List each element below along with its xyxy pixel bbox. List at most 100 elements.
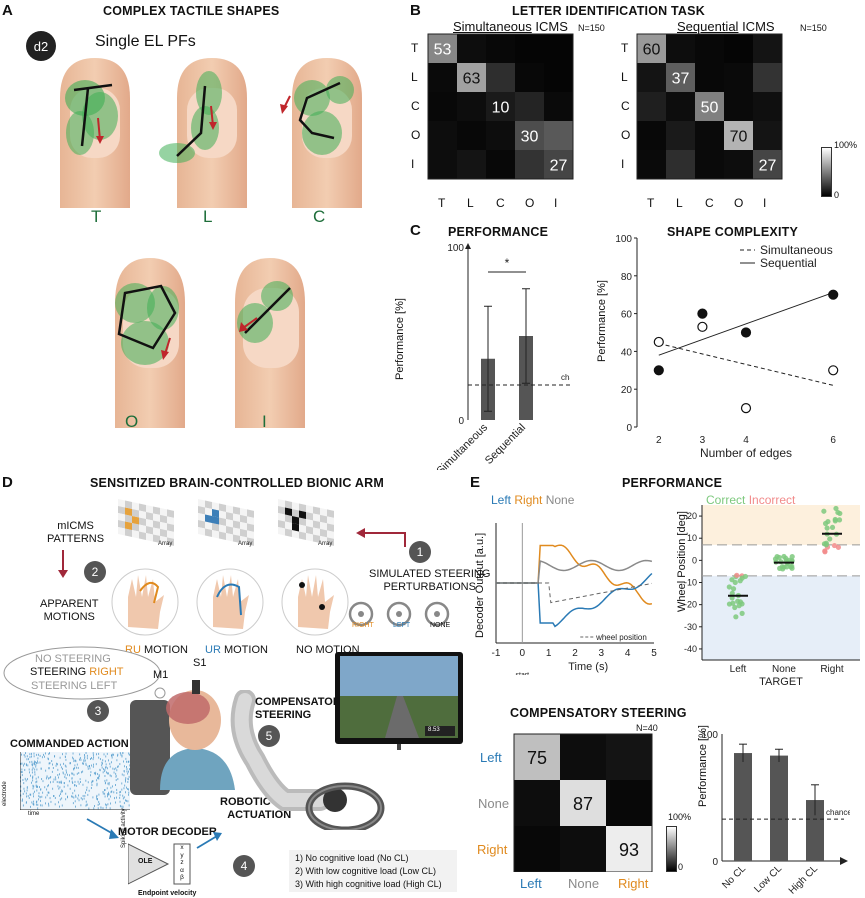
heatmap-frame [427,33,574,180]
wheel-right: RIGHT [352,622,374,629]
heatmap-cell [666,34,695,63]
simultaneous-point [697,321,708,332]
array-cell [240,535,247,545]
shape-legend-sequential: Sequential [760,256,817,270]
array-cell [313,520,320,529]
panel-a-title: COMPLEX TACTILE SHAPES [103,4,280,18]
left-zone-bg [702,575,860,660]
down-arrow-icon [58,550,68,578]
heatmap-sim-row-label: L [411,70,418,84]
correct-point [736,602,742,609]
perf-title: PERFORMANCE [448,225,549,239]
array-cell [160,514,167,524]
comp-heatmap-cell [606,826,652,872]
d2-badge: d2 [26,31,56,61]
array-active-cell [125,521,132,530]
array-cell [118,513,125,522]
array-cell [160,507,167,517]
heatmap-seq-row-label: O [621,128,631,142]
correct-point [827,536,833,542]
decoder-xtick-label: 4 [625,648,631,659]
array-cell [306,518,313,528]
array-cell [278,506,285,515]
array-cell [327,530,334,539]
array-active-cell [285,507,292,516]
correct-point [822,520,829,527]
heatmap-cell [544,121,573,150]
comp-heatmap-cell [560,734,606,780]
array-cell [118,499,125,508]
array-cell [146,532,153,542]
comp-heatmap-cell [560,826,606,872]
simultaneous-point [740,403,752,414]
heatmap-sim-col-label: I [554,196,558,210]
wheel-left: LEFT [393,622,411,629]
correct-point [777,565,783,571]
thought-no-steering: NO STEERING [35,653,111,665]
array-cell [153,527,160,536]
cl-ytick-bottom: 0 [712,857,718,868]
array-cell [219,524,226,533]
array-cell [299,524,306,533]
incorrect-point [835,544,842,550]
array-cell [139,524,146,533]
finger-o [115,258,185,428]
heatmap-seq-row-label: C [621,99,630,113]
array-cell [240,507,247,517]
step-1-badge: 1 [409,541,431,563]
finger-c [280,58,362,208]
array-cell [320,535,327,545]
wheel-position-chart: 20 10 0 -10 -20 -30 -40 Left None Right TARGET [684,505,860,688]
array-cell [313,513,320,522]
decoder-right-line [496,544,653,605]
array-cell [146,525,153,535]
correct-point [823,542,829,548]
array-cell [167,509,174,518]
m1-label: M1 [153,669,169,681]
sequential-point [828,289,839,300]
monitor-illustration [335,652,463,750]
incorrect-point [822,548,828,554]
step-2-badge: 2 [84,561,106,583]
array-active-cell [125,507,132,516]
array-cell [278,520,285,529]
colorbar-b [821,147,832,197]
heatmap-value-label: 50 [701,100,719,117]
heatmap-value-label: 70 [730,129,748,146]
wheel-ytick-label: 20 [687,511,697,521]
decoder-wheel-line [496,582,652,604]
heatmap-cell [637,34,666,63]
wheel-ytick-label: -20 [684,600,697,610]
correct-point [824,525,830,531]
array-cell [212,501,219,511]
colorbar-b-top: 100% [834,140,858,150]
shape-ytick-label: 60 [621,310,633,321]
array-cell [226,518,233,528]
array-cell [247,509,254,518]
decoder-xlabel: Time (s) [568,661,608,673]
scatter-legend: Correct Incorrect [706,493,796,507]
decoder-start-label: start [516,672,530,675]
heatmap-cell [515,63,544,92]
sequential-point [653,365,664,376]
shape-xtick-label: 6 [830,435,836,446]
simultaneous-fit-line [658,342,834,386]
hand-no [281,568,349,636]
heatmap-cell [428,92,457,121]
correct-point [776,554,782,561]
heatmap-cell [486,92,515,121]
step-3-badge: 3 [87,700,109,722]
hand-ur [196,568,264,636]
array-cell [219,503,226,512]
decoder-xtick-label: 3 [599,648,605,659]
heatmap-value-label: 10 [492,100,510,117]
array-cell [160,521,167,531]
heatmap-cell [457,121,486,150]
arrow-to-decoder-icon [86,818,119,839]
array-cell [139,510,146,519]
array-cell [306,532,313,542]
wheel-ytick-label: -40 [684,644,697,654]
heatmap-cell [515,34,544,63]
motion-ur: UR MOTION [205,644,268,656]
decoder-legend: Left Right None [491,493,575,507]
